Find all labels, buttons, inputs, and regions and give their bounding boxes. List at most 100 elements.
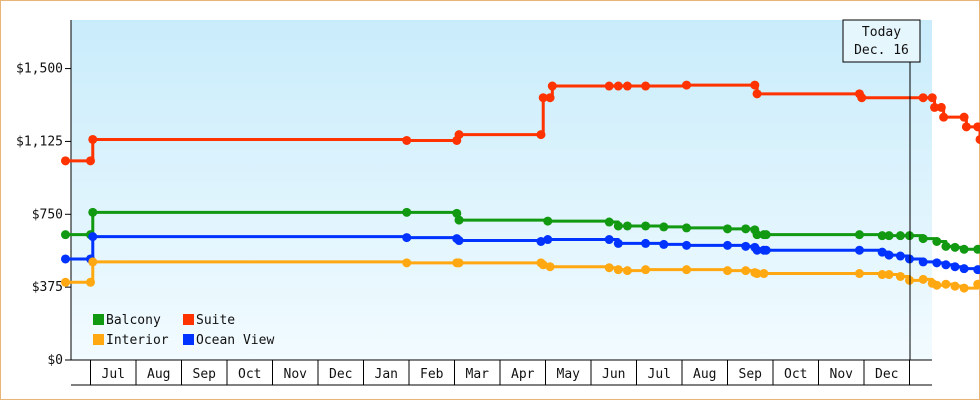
data-point-suite[interactable] <box>622 81 632 91</box>
data-point-suite[interactable] <box>930 102 940 112</box>
data-point-ocean-view[interactable] <box>884 250 894 260</box>
data-point-ocean-view[interactable] <box>895 251 905 261</box>
data-point-balcony[interactable] <box>723 224 732 234</box>
data-point-suite[interactable] <box>545 93 555 103</box>
data-point-suite[interactable] <box>538 93 548 103</box>
data-point-ocean-view[interactable] <box>60 254 70 264</box>
data-point-balcony[interactable] <box>659 222 669 232</box>
data-point-balcony[interactable] <box>682 223 692 233</box>
data-point-interior[interactable] <box>941 279 951 289</box>
data-point-ocean-view[interactable] <box>918 257 928 267</box>
data-point-interior[interactable] <box>723 266 732 276</box>
data-point-balcony[interactable] <box>741 224 751 234</box>
data-point-ocean-view[interactable] <box>682 240 692 250</box>
data-point-interior[interactable] <box>454 258 464 268</box>
data-point-interior[interactable] <box>60 277 70 287</box>
data-point-ocean-view[interactable] <box>854 245 864 255</box>
data-point-interior[interactable] <box>682 265 692 275</box>
data-point-balcony[interactable] <box>454 215 464 225</box>
data-point-interior[interactable] <box>622 266 632 276</box>
data-point-suite[interactable] <box>918 93 928 103</box>
data-point-interior[interactable] <box>950 281 960 291</box>
data-point-ocean-view[interactable] <box>959 264 969 274</box>
data-point-balcony[interactable] <box>641 221 651 231</box>
data-point-balcony[interactable] <box>402 207 412 217</box>
data-point-ocean-view[interactable] <box>402 233 412 243</box>
data-point-suite[interactable] <box>927 93 937 103</box>
data-point-balcony[interactable] <box>973 244 980 254</box>
data-point-interior[interactable] <box>959 283 969 293</box>
data-point-suite[interactable] <box>973 122 980 132</box>
data-point-balcony[interactable] <box>854 230 864 240</box>
data-point-ocean-view[interactable] <box>536 236 546 246</box>
data-point-balcony[interactable] <box>918 234 928 244</box>
data-point-balcony[interactable] <box>884 231 894 241</box>
data-point-ocean-view[interactable] <box>613 238 623 248</box>
data-point-interior[interactable] <box>88 257 98 267</box>
data-point-suite[interactable] <box>857 93 867 103</box>
data-point-suite[interactable] <box>536 130 546 140</box>
data-point-ocean-view[interactable] <box>973 265 980 275</box>
data-point-ocean-view[interactable] <box>950 262 960 272</box>
data-point-ocean-view[interactable] <box>723 240 732 250</box>
data-point-interior[interactable] <box>877 270 887 280</box>
data-point-suite[interactable] <box>613 81 623 91</box>
data-point-balcony[interactable] <box>752 230 762 240</box>
data-point-balcony[interactable] <box>613 221 623 231</box>
data-point-balcony[interactable] <box>88 207 98 217</box>
data-point-interior[interactable] <box>854 269 864 279</box>
data-point-ocean-view[interactable] <box>932 258 942 268</box>
data-point-suite[interactable] <box>547 81 557 91</box>
data-point-suite[interactable] <box>682 80 692 90</box>
data-point-balcony[interactable] <box>543 216 553 226</box>
data-point-suite[interactable] <box>936 102 946 112</box>
data-point-balcony[interactable] <box>959 244 969 254</box>
data-point-ocean-view[interactable] <box>941 260 951 270</box>
data-point-balcony[interactable] <box>895 231 905 241</box>
data-point-interior[interactable] <box>884 270 894 280</box>
data-point-interior[interactable] <box>895 271 905 281</box>
data-point-suite[interactable] <box>752 89 762 99</box>
data-point-balcony[interactable] <box>932 236 942 246</box>
data-point-ocean-view[interactable] <box>752 245 762 255</box>
data-point-interior[interactable] <box>613 265 623 275</box>
data-point-interior[interactable] <box>545 262 555 272</box>
data-point-balcony[interactable] <box>452 208 462 218</box>
data-point-balcony[interactable] <box>950 242 960 252</box>
data-point-balcony[interactable] <box>877 231 887 241</box>
data-point-suite[interactable] <box>60 156 70 166</box>
data-point-ocean-view[interactable] <box>604 235 614 245</box>
data-point-suite[interactable] <box>402 135 412 145</box>
data-point-ocean-view[interactable] <box>659 239 669 249</box>
data-point-interior[interactable] <box>741 266 751 276</box>
data-point-interior[interactable] <box>538 260 548 270</box>
data-point-balcony[interactable] <box>60 230 70 240</box>
data-point-interior[interactable] <box>918 274 928 284</box>
data-point-suite[interactable] <box>959 112 969 122</box>
data-point-balcony[interactable] <box>761 230 771 240</box>
data-point-suite[interactable] <box>88 134 98 144</box>
data-point-interior[interactable] <box>973 279 980 289</box>
data-point-suite[interactable] <box>454 130 464 140</box>
data-point-ocean-view[interactable] <box>761 245 771 255</box>
data-point-balcony[interactable] <box>604 217 614 227</box>
data-point-interior[interactable] <box>86 277 95 287</box>
data-point-suite[interactable] <box>961 122 971 132</box>
data-point-ocean-view[interactable] <box>741 241 751 251</box>
data-point-ocean-view[interactable] <box>543 235 553 245</box>
data-point-suite[interactable] <box>975 134 980 144</box>
data-point-ocean-view[interactable] <box>454 236 464 246</box>
data-point-suite[interactable] <box>939 112 949 122</box>
data-point-suite[interactable] <box>86 156 95 166</box>
data-point-ocean-view[interactable] <box>877 247 887 257</box>
data-point-interior[interactable] <box>759 269 769 279</box>
data-point-interior[interactable] <box>402 258 412 268</box>
data-point-suite[interactable] <box>641 81 651 91</box>
data-point-suite[interactable] <box>604 81 614 91</box>
data-point-balcony[interactable] <box>941 241 951 251</box>
data-point-balcony[interactable] <box>622 221 632 231</box>
data-point-interior[interactable] <box>604 263 614 273</box>
data-point-interior[interactable] <box>932 280 942 290</box>
data-point-interior[interactable] <box>641 265 651 275</box>
data-point-ocean-view[interactable] <box>88 232 98 242</box>
